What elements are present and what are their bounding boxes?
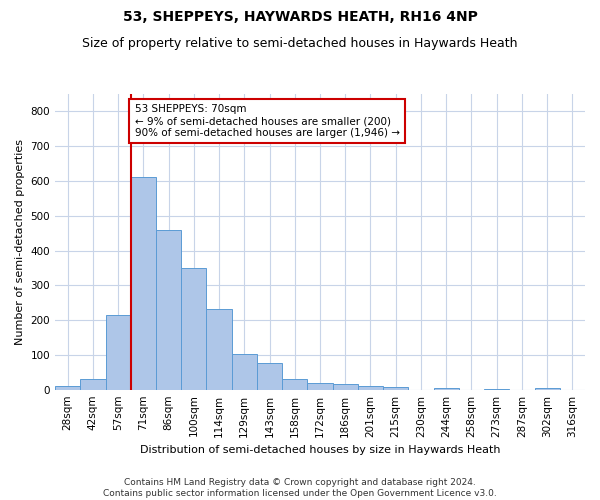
Bar [232, 354, 257, 390]
Text: Contains HM Land Registry data © Crown copyright and database right 2024.
Contai: Contains HM Land Registry data © Crown c… [103, 478, 497, 498]
Y-axis label: Number of semi-detached properties: Number of semi-detached properties [15, 139, 25, 345]
Bar [131, 178, 156, 390]
Bar [257, 363, 282, 390]
Bar [332, 384, 358, 390]
Text: 53, SHEPPEYS, HAYWARDS HEATH, RH16 4NP: 53, SHEPPEYS, HAYWARDS HEATH, RH16 4NP [122, 10, 478, 24]
Bar [55, 386, 80, 390]
X-axis label: Distribution of semi-detached houses by size in Haywards Heath: Distribution of semi-detached houses by … [140, 445, 500, 455]
Bar [307, 384, 332, 390]
Bar [383, 387, 409, 390]
Bar [206, 309, 232, 390]
Bar [434, 388, 459, 390]
Bar [358, 386, 383, 390]
Bar [282, 379, 307, 390]
Bar [535, 388, 560, 390]
Text: Size of property relative to semi-detached houses in Haywards Heath: Size of property relative to semi-detach… [82, 38, 518, 51]
Bar [80, 379, 106, 390]
Bar [156, 230, 181, 390]
Text: 53 SHEPPEYS: 70sqm
← 9% of semi-detached houses are smaller (200)
90% of semi-de: 53 SHEPPEYS: 70sqm ← 9% of semi-detached… [134, 104, 400, 138]
Bar [106, 315, 131, 390]
Bar [484, 388, 509, 390]
Bar [181, 268, 206, 390]
